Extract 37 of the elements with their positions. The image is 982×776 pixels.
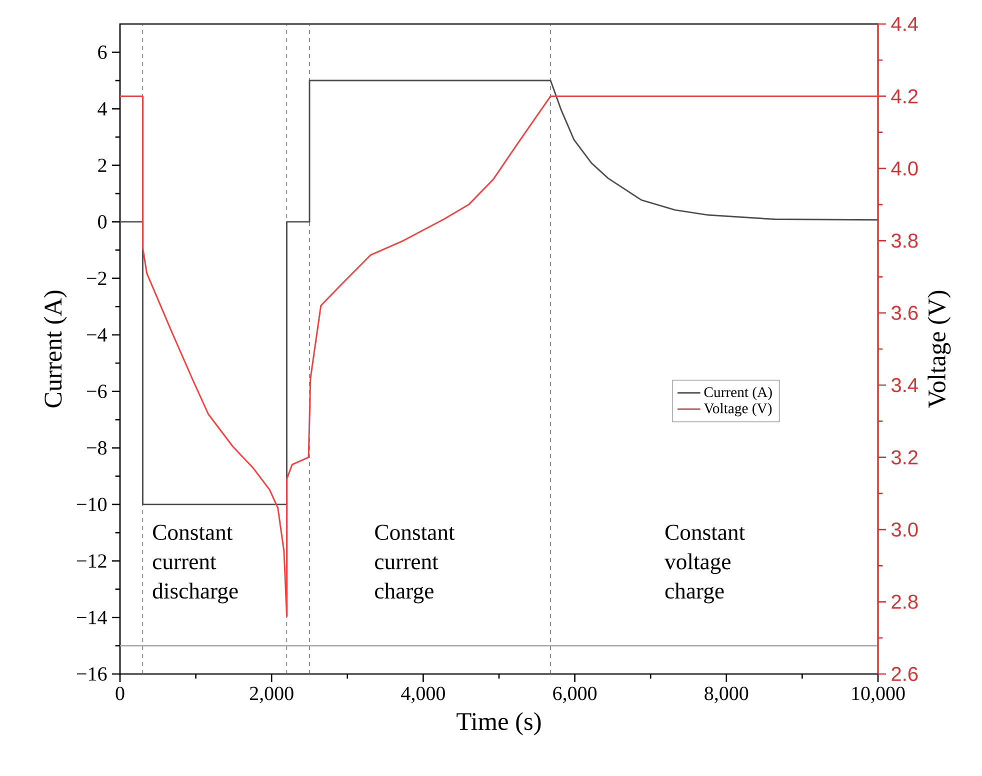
y2-tick-label: 3.8 <box>891 234 918 248</box>
y2-tick-label: 4.4 <box>891 17 918 31</box>
x-tick-label: 2,000 <box>250 686 294 704</box>
y-tick-label: 2 <box>98 158 106 172</box>
y2-tick-label: 3.2 <box>891 450 918 464</box>
y-tick-label: −2 <box>87 272 106 285</box>
annotation: Constant voltage charge <box>664 524 745 604</box>
x-tick-label: 10,000 <box>852 686 905 704</box>
annotation: Constant current charge <box>375 524 455 604</box>
y2-tick-label: 3.4 <box>891 378 918 392</box>
y2-tick-label: 3.6 <box>891 306 918 320</box>
legend-label: Current (A) <box>704 386 772 400</box>
y-tick-label: −10 <box>77 498 107 512</box>
x-tick-label: 6,000 <box>553 686 597 704</box>
y2-tick-label: 3.0 <box>891 522 918 537</box>
y2-tick-label: 2.6 <box>892 666 918 682</box>
x-tick-label: 0 <box>116 686 124 700</box>
y-tick-label: −16 <box>77 667 107 681</box>
y-tick-label: 6 <box>98 46 107 59</box>
y-tick-label: 0 <box>98 215 107 229</box>
y2-tick-label: 4.0 <box>891 161 918 176</box>
y-tick-label: −6 <box>87 384 107 398</box>
x-tick-label: 4,000 <box>401 686 445 704</box>
x-tick-label: 8,000 <box>704 686 748 704</box>
legend-label: Voltage (V) <box>704 403 772 416</box>
y-tick-label: −12 <box>77 554 106 568</box>
y2-tick-label: 2.8 <box>892 594 918 609</box>
y2-axis-title: Voltage (V) <box>928 290 951 408</box>
x-axis-title: Time (s) <box>456 712 541 736</box>
y2-tick-label: 4.2 <box>891 89 918 104</box>
y-axis-title: Current (A) <box>44 290 67 408</box>
annotation: Constant current discharge <box>152 524 238 604</box>
line-series <box>119 95 879 617</box>
y-tick-label: −4 <box>87 328 107 342</box>
y-tick-label: −8 <box>87 441 107 455</box>
y-tick-label: −14 <box>77 610 107 624</box>
y-tick-label: 4 <box>98 102 107 116</box>
